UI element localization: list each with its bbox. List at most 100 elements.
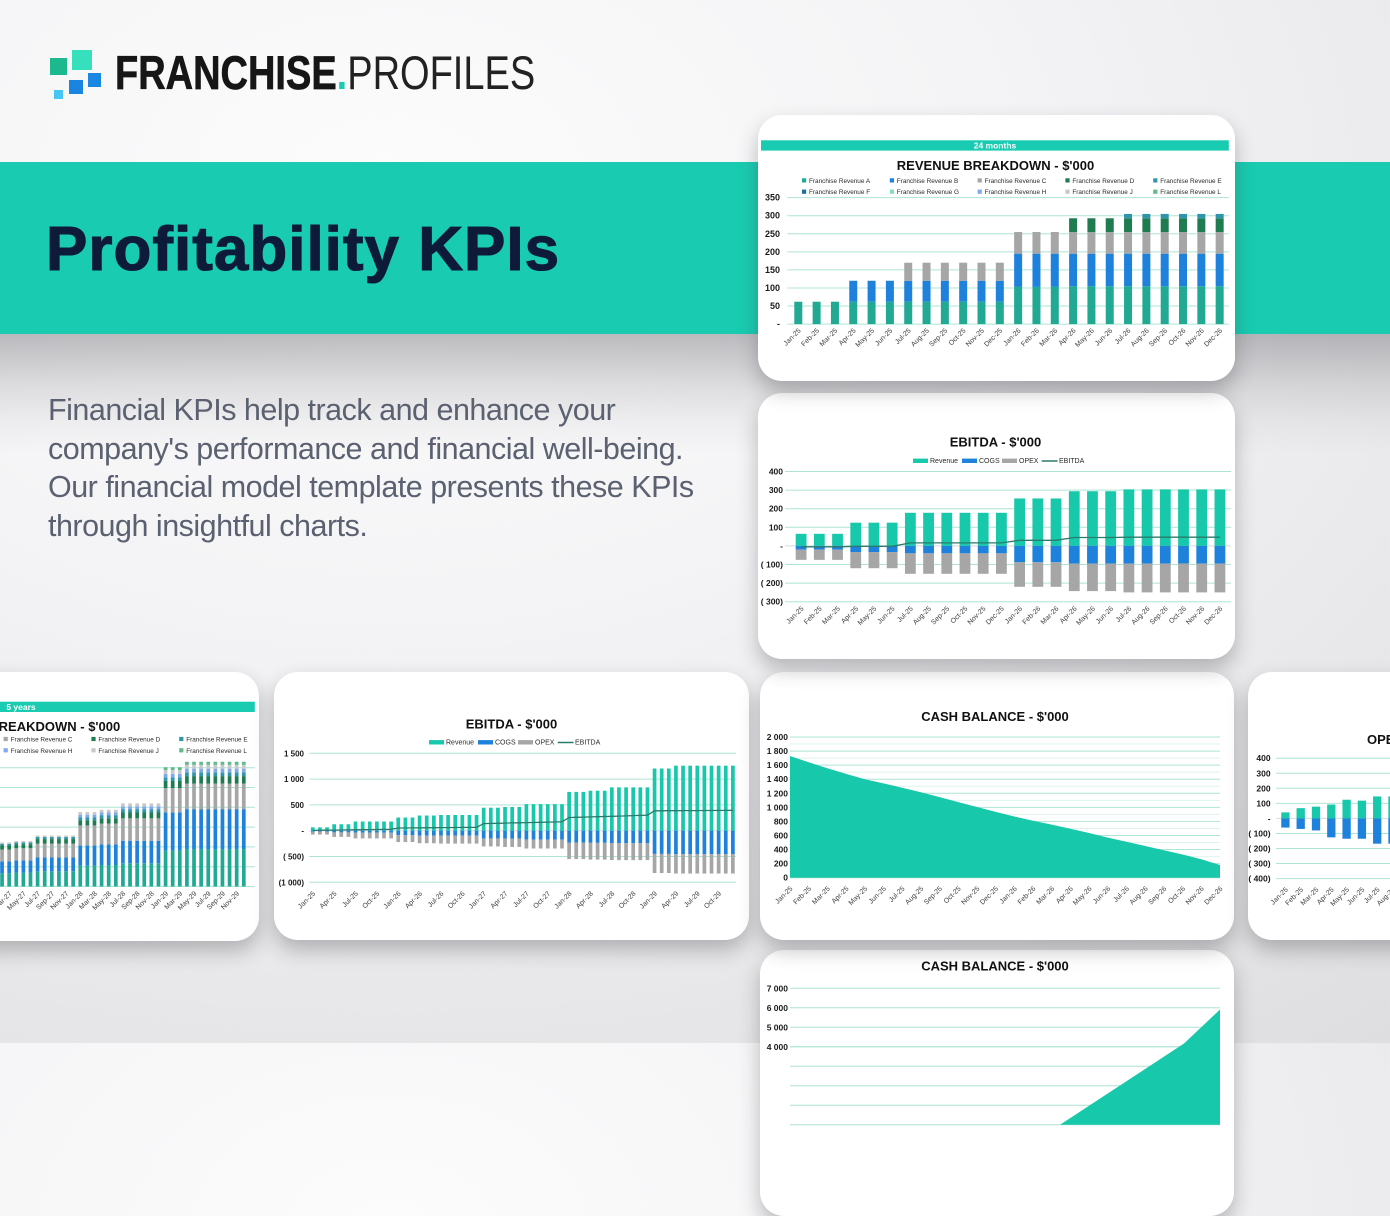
svg-text:Jun-25: Jun-25 [868,885,888,905]
svg-text:Jun-26: Jun-26 [1095,605,1115,625]
svg-text:Oct-27: Oct-27 [532,890,552,910]
svg-text:CASH BALANCE - $'000: CASH BALANCE - $'000 [921,959,1069,974]
svg-text:Sep-26: Sep-26 [1148,327,1169,348]
svg-text:Aug-25: Aug-25 [912,605,933,626]
svg-text:EBITDA: EBITDA [1059,458,1085,465]
svg-text:300: 300 [765,211,780,221]
svg-text:COGS: COGS [979,458,1000,465]
svg-text:Apr-27: Apr-27 [489,890,509,910]
svg-text:Nov-26: Nov-26 [1185,885,1206,906]
svg-text:200: 200 [774,859,788,869]
svg-text:Jun-26: Jun-26 [1094,327,1114,347]
svg-text:OPEX BREAKDOWN - $'000: OPEX BREAKDOWN - $'000 [1367,732,1390,747]
svg-text:EBITDA: EBITDA [575,740,601,747]
svg-text:Franchise Revenue A: Franchise Revenue A [809,178,871,185]
svg-text:Oct-29: Oct-29 [703,890,723,910]
svg-text:May-25: May-25 [848,885,870,907]
svg-text:Jul-25: Jul-25 [341,890,360,909]
svg-text:800: 800 [774,816,788,826]
svg-text:Jul-26: Jul-26 [426,890,445,909]
svg-text:Apr-25: Apr-25 [318,890,338,910]
svg-text:7 000: 7 000 [767,983,789,993]
svg-text:1 000: 1 000 [283,775,304,784]
svg-text:( 400): ( 400) [1248,874,1270,884]
svg-text:Dec-26: Dec-26 [1203,885,1224,906]
svg-text:1 000: 1 000 [767,802,789,812]
svg-text:1 400: 1 400 [767,774,789,784]
svg-text:Jan-25: Jan-25 [783,327,803,347]
svg-text:Feb-26: Feb-26 [1020,327,1041,348]
svg-text:1 600: 1 600 [767,760,789,770]
svg-text:Jan-27: Jan-27 [468,890,488,910]
svg-text:Franchise Revenue L: Franchise Revenue L [1160,189,1221,196]
svg-text:50: 50 [770,301,780,311]
svg-text:Franchise Revenue C: Franchise Revenue C [10,737,72,744]
svg-text:Jan-29: Jan-29 [638,890,658,910]
svg-text:( 100): ( 100) [1248,828,1270,838]
svg-text:Mar-26: Mar-26 [1039,327,1060,348]
svg-text:Mar-25: Mar-25 [819,327,840,348]
svg-text:Jan-26: Jan-26 [382,890,402,910]
svg-text:Mar-25: Mar-25 [821,605,842,626]
svg-text:Mar-25: Mar-25 [811,885,832,906]
svg-text:Franchise Revenue C: Franchise Revenue C [985,178,1047,185]
svg-text:100: 100 [1256,798,1270,808]
svg-text:( 200): ( 200) [761,578,783,588]
svg-text:Nov-26: Nov-26 [1185,605,1206,626]
svg-text:Jan-26: Jan-26 [999,885,1019,905]
svg-text:Oct-28: Oct-28 [617,890,637,910]
svg-text:(1 000): (1 000) [278,878,304,887]
svg-text:REVENUE BREAKDOWN - $'000: REVENUE BREAKDOWN - $'000 [897,158,1094,173]
svg-text:300: 300 [1256,768,1270,778]
svg-text:Franchise Revenue G: Franchise Revenue G [897,189,959,196]
svg-text:Sep-25: Sep-25 [930,605,951,626]
svg-text:Franchise Revenue E: Franchise Revenue E [186,737,247,744]
svg-text:200: 200 [765,247,780,257]
svg-text:Aug-25: Aug-25 [904,885,925,906]
svg-text:Apr-29: Apr-29 [660,890,680,910]
svg-text:Jul-28: Jul-28 [597,890,616,909]
svg-text:Dec-25: Dec-25 [985,605,1006,626]
svg-text:EBITDA - $'000: EBITDA - $'000 [950,434,1041,449]
svg-text:200: 200 [1256,783,1270,793]
svg-text:Jul-29: Jul-29 [683,890,702,909]
svg-text:May-25: May-25 [857,605,879,627]
svg-text:Franchise Revenue F: Franchise Revenue F [809,189,870,196]
svg-text:400: 400 [1256,753,1270,763]
svg-text:( 300): ( 300) [1248,859,1270,869]
svg-text:6 000: 6 000 [767,1003,789,1013]
svg-text:Jul-27: Jul-27 [512,890,531,909]
svg-text:350: 350 [765,193,780,203]
svg-text:Jun-25: Jun-25 [876,605,896,625]
svg-text:5 years: 5 years [6,702,36,712]
svg-text:100: 100 [769,522,783,532]
svg-text:May-26: May-26 [1075,605,1097,627]
svg-text:Oct-25: Oct-25 [943,885,963,905]
svg-text:Jun-25: Jun-25 [1346,886,1366,906]
svg-text:Franchise Revenue B: Franchise Revenue B [897,178,958,185]
svg-text:Sep-26: Sep-26 [1147,885,1168,906]
svg-text:Oct-26: Oct-26 [1167,885,1187,905]
svg-text:Franchise Revenue J: Franchise Revenue J [1072,189,1132,196]
svg-text:Aug-26: Aug-26 [1129,885,1150,906]
svg-text:( 300): ( 300) [761,596,783,606]
svg-text:Aug-26: Aug-26 [1130,327,1151,348]
svg-text:0: 0 [783,873,788,883]
svg-text:200: 200 [769,503,783,513]
svg-text:Nov-25: Nov-25 [960,885,981,906]
svg-text:Franchise Revenue D: Franchise Revenue D [1072,178,1134,185]
svg-text:CASH BALANCE - $'000: CASH BALANCE - $'000 [921,709,1069,724]
svg-text:Mar-26: Mar-26 [1040,605,1061,626]
svg-text:EBITDA - $'000: EBITDA - $'000 [465,717,556,732]
svg-text:5 000: 5 000 [767,1022,789,1032]
svg-text:Sep-25: Sep-25 [923,885,944,906]
svg-text:Feb-26: Feb-26 [1017,885,1038,906]
svg-text:Jan-25: Jan-25 [297,890,317,910]
svg-text:1 800: 1 800 [767,746,789,756]
svg-text:Sep-26: Sep-26 [1149,605,1170,626]
svg-text:Oct-26: Oct-26 [446,890,466,910]
svg-text:Sep-25: Sep-25 [928,327,949,348]
svg-text:Jan-25: Jan-25 [785,605,805,625]
svg-text:Nov-25: Nov-25 [965,327,986,348]
svg-text:Franchise Revenue H: Franchise Revenue H [985,189,1047,196]
